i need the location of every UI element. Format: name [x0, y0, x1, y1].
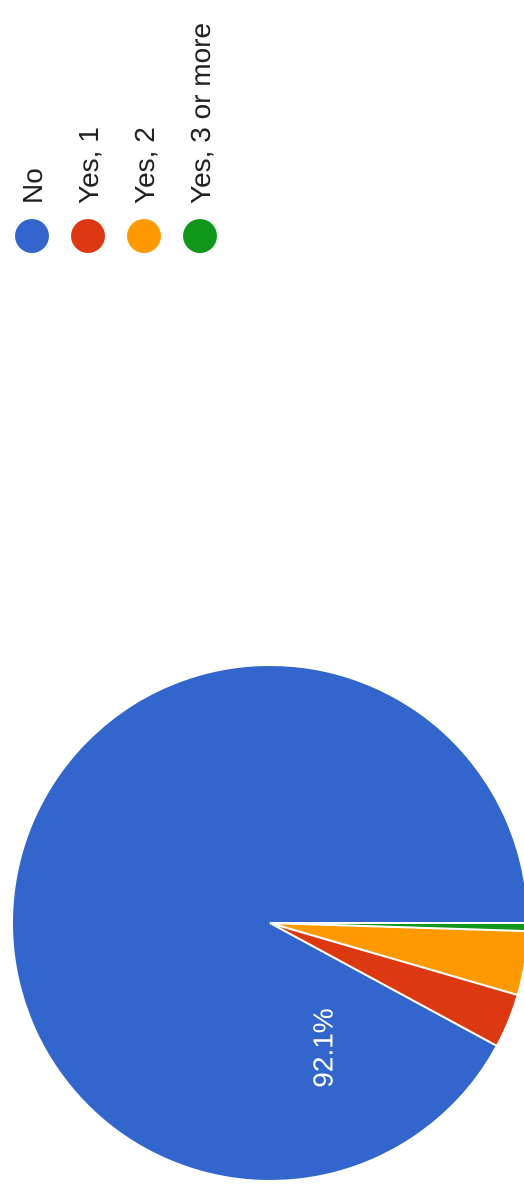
legend-item-yes-1: Yes, 1 — [71, 127, 105, 253]
legend-label: Yes, 2 — [129, 127, 160, 204]
pie-slice-no — [11, 664, 524, 1182]
legend-marker — [127, 219, 161, 253]
pie-slice-yes-2 — [269, 922, 524, 997]
pie-slice-yes-3-or-more — [269, 922, 524, 932]
pie: 92.1% — [11, 664, 524, 1182]
legend-label: No — [17, 168, 48, 204]
legend-marker — [71, 219, 105, 253]
legend-item-yes-2: Yes, 2 — [127, 127, 161, 253]
legend-label: Yes, 3 or more — [185, 23, 216, 204]
legend-item-yes-3-or-more: Yes, 3 or more — [183, 23, 217, 253]
data-label-no: 92.1% — [307, 1008, 338, 1087]
legend-marker — [15, 219, 49, 253]
legend-item-no: No — [15, 168, 49, 253]
legend-marker — [183, 219, 217, 253]
legend: No Yes, 1 Yes, 2 Yes, 3 or more — [15, 23, 217, 253]
legend-label: Yes, 1 — [73, 127, 104, 204]
